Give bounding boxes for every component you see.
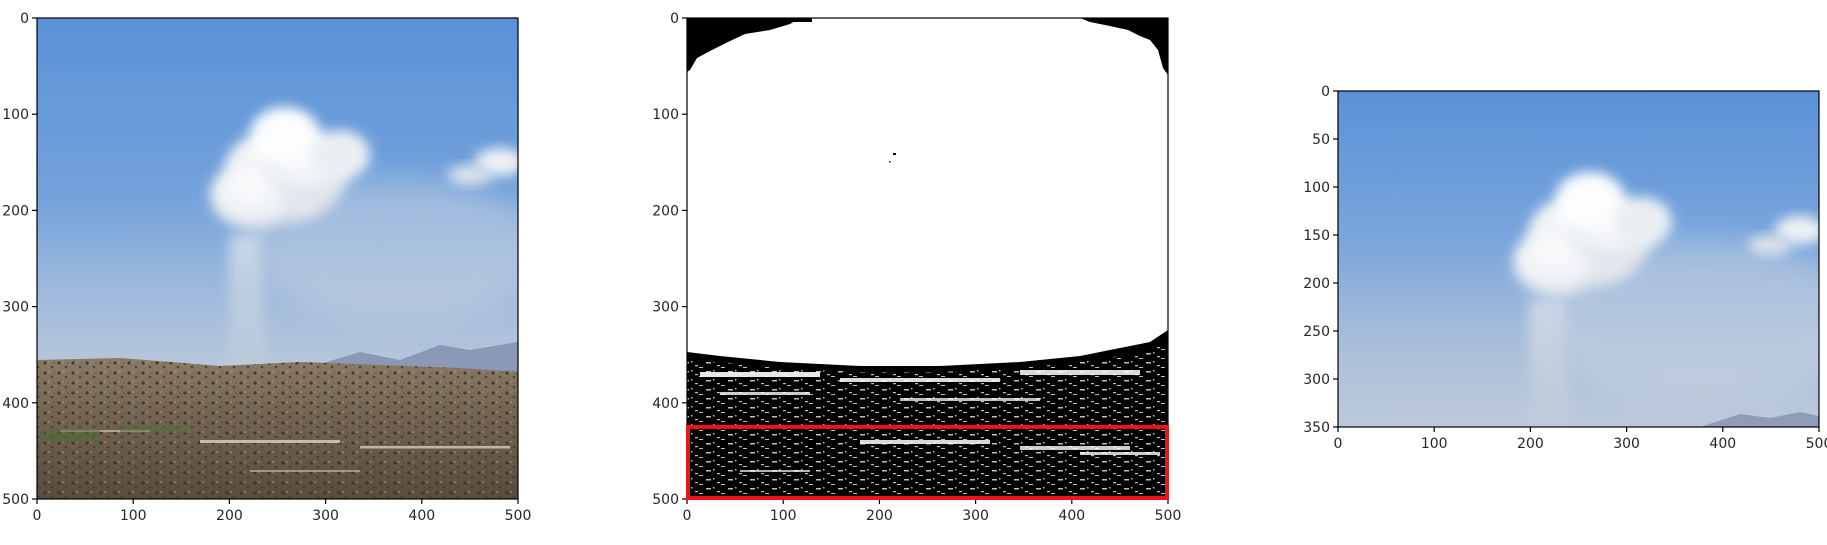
y-tick-label: 200 — [1303, 276, 1330, 292]
y-tick-label: 150 — [1303, 228, 1330, 244]
x-tick-label: 100 — [1421, 436, 1448, 452]
x-tick-label: 500 — [1155, 508, 1182, 524]
x-tick-label: 500 — [1806, 436, 1827, 452]
crop-image — [1338, 91, 1819, 427]
panel-cropped-photo: 0 100 200 300 400 500 0 50 100 150 200 250 300 350 — [1303, 84, 1827, 452]
y-tick-label: 500 — [2, 492, 29, 508]
mask-image — [687, 18, 1168, 499]
y-tick-label: 0 — [20, 11, 29, 27]
x-tick-label: 100 — [770, 508, 797, 524]
y-tick-label: 300 — [2, 300, 29, 316]
y-tick-label: 50 — [1312, 132, 1330, 148]
highlight-rectangle — [686, 424, 1169, 501]
x-tick-label: 200 — [866, 508, 893, 524]
x-tick-label: 200 — [216, 508, 243, 524]
y-tick-label: 100 — [1303, 180, 1330, 196]
x-tick-label: 500 — [505, 508, 532, 524]
y-tick-label: 350 — [1303, 420, 1330, 436]
axes-3: 0 100 200 300 400 500 0 50 100 150 200 250 300 350 — [1303, 84, 1827, 452]
y-tick-label: 300 — [1303, 372, 1330, 388]
x-tick-label: 200 — [1517, 436, 1544, 452]
y-tick-label: 100 — [2, 107, 29, 123]
y-tick-label: 300 — [652, 300, 679, 316]
x-tick-label: 0 — [683, 508, 692, 524]
x-tick-label: 400 — [408, 508, 435, 524]
y-tick-label: 250 — [1303, 324, 1330, 340]
y-tick-label: 0 — [670, 11, 679, 27]
y-tick-label: 500 — [652, 492, 679, 508]
x-tick-label: 400 — [1058, 508, 1085, 524]
y-tick-label: 400 — [2, 396, 29, 412]
y-tick-label: 200 — [652, 203, 679, 219]
x-tick-label: 400 — [1709, 436, 1736, 452]
axes-frame — [1337, 90, 1820, 428]
x-tick-label: 300 — [1613, 436, 1640, 452]
y-tick-label: 400 — [652, 396, 679, 412]
x-tick-label: 300 — [312, 508, 339, 524]
photo-image — [37, 18, 518, 499]
y-tick-label: 100 — [652, 107, 679, 123]
y-tick-label: 200 — [2, 203, 29, 219]
axes-frame — [36, 17, 519, 500]
y-tick-label: 0 — [1321, 84, 1330, 100]
x-tick-label: 0 — [33, 508, 42, 524]
x-tick-label: 300 — [962, 508, 989, 524]
x-tick-label: 100 — [120, 508, 147, 524]
x-tick-label: 0 — [1334, 436, 1343, 452]
